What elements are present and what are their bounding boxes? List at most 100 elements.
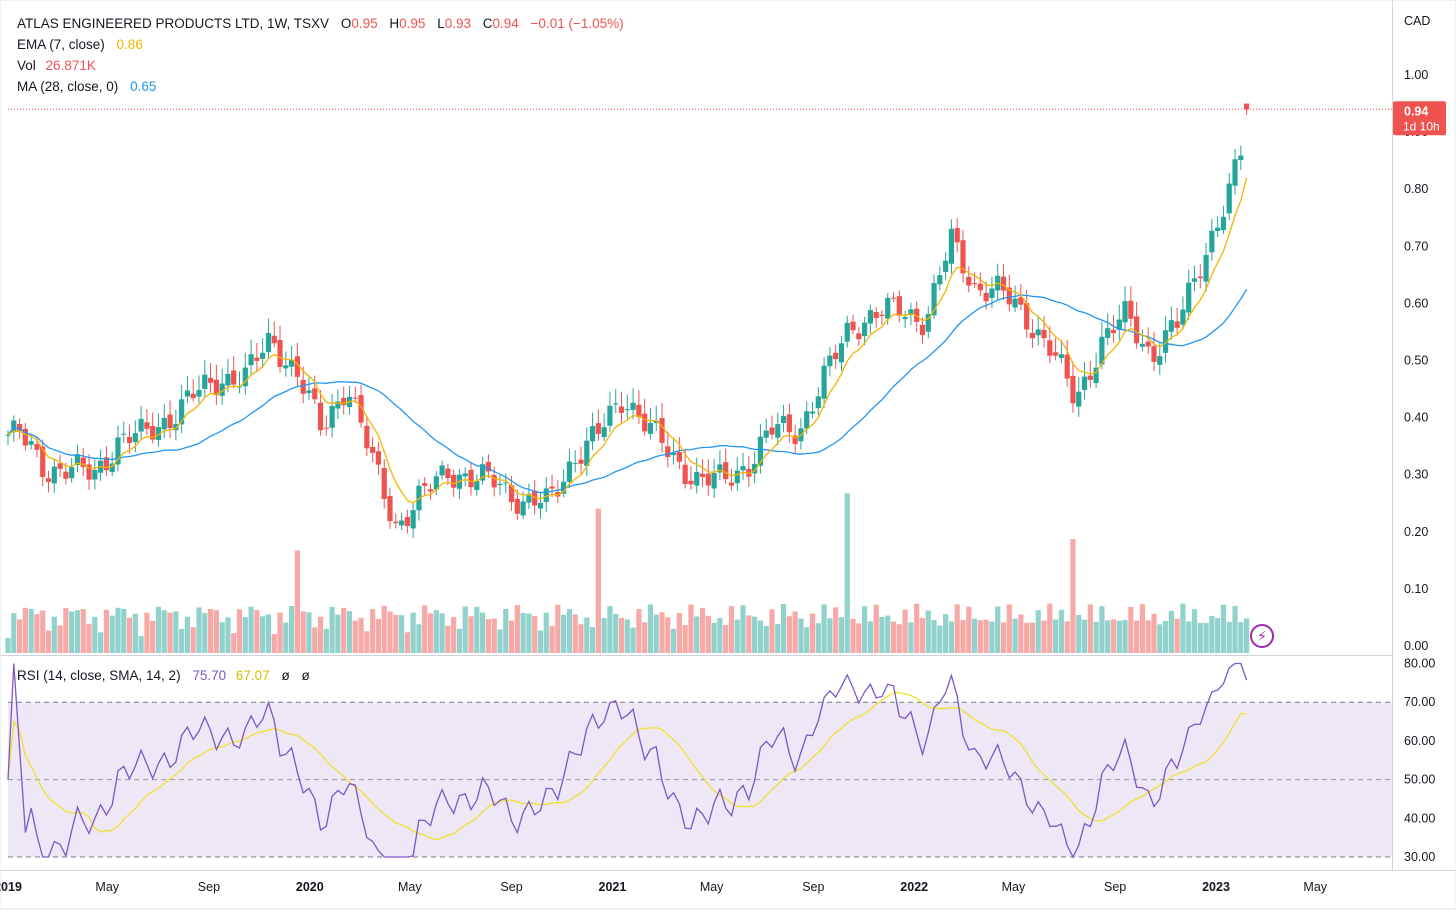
volume-bar bbox=[109, 615, 115, 653]
ema-legend[interactable]: EMA (7, close) 0.86 bbox=[17, 37, 145, 53]
volume-bar bbox=[943, 614, 949, 653]
candle-body bbox=[1064, 354, 1070, 379]
candle-body bbox=[1076, 391, 1082, 407]
time-tick: May bbox=[398, 880, 422, 894]
candle-body bbox=[283, 365, 289, 369]
volume-bar bbox=[798, 618, 804, 653]
candle-body bbox=[827, 355, 833, 367]
candle-body bbox=[439, 465, 445, 476]
volume-bar bbox=[115, 607, 121, 653]
volume-bar bbox=[462, 606, 468, 653]
volume-bar bbox=[335, 614, 341, 653]
volume-bar bbox=[491, 618, 497, 653]
volume-bar bbox=[289, 606, 295, 653]
volume-bar bbox=[850, 618, 856, 653]
volume-bar bbox=[699, 608, 706, 653]
volume-bar bbox=[1099, 606, 1105, 653]
candle-body bbox=[11, 420, 17, 433]
volume-bar bbox=[1174, 618, 1180, 653]
volume-bar bbox=[879, 616, 885, 653]
candle-body bbox=[155, 427, 162, 440]
close-value: 0.94 bbox=[492, 16, 519, 31]
vol-legend[interactable]: Vol 26.871K bbox=[17, 58, 98, 74]
candle-body bbox=[532, 490, 538, 506]
volume-bar bbox=[630, 627, 636, 653]
candle-body bbox=[51, 466, 57, 484]
lightning-icon[interactable]: ⚡ bbox=[1250, 624, 1274, 648]
candle-body bbox=[317, 402, 324, 431]
candle-body bbox=[109, 463, 115, 472]
candle-body bbox=[977, 283, 983, 291]
volume-bar bbox=[1226, 621, 1232, 653]
rsi-value: 75.70 bbox=[192, 668, 227, 683]
high-label: H bbox=[389, 16, 400, 31]
candle-body bbox=[688, 480, 694, 485]
volume-bar bbox=[306, 612, 312, 653]
candle-body bbox=[589, 426, 596, 442]
volume-bar bbox=[595, 508, 601, 653]
candle-body bbox=[427, 489, 434, 492]
volume-bar bbox=[28, 608, 34, 653]
volume-bar bbox=[1128, 606, 1134, 653]
volume-bar bbox=[126, 617, 133, 653]
volume-bar bbox=[80, 609, 86, 653]
volume-bar bbox=[283, 622, 289, 653]
candle-body bbox=[248, 354, 254, 366]
candle-body bbox=[184, 390, 191, 397]
ema-value: 0.86 bbox=[116, 37, 143, 52]
volume-bar bbox=[1041, 620, 1047, 653]
candle-body bbox=[1099, 336, 1105, 365]
volume-bar bbox=[856, 623, 862, 653]
volume-bar bbox=[456, 628, 463, 653]
candle-body bbox=[676, 452, 682, 462]
candle-body bbox=[213, 379, 219, 396]
candle-body bbox=[740, 466, 746, 471]
candle-body bbox=[219, 383, 225, 396]
candle-body bbox=[1226, 183, 1232, 214]
candle-body bbox=[364, 425, 370, 449]
candle-body bbox=[16, 423, 23, 431]
candle-body bbox=[80, 457, 86, 467]
candle-body bbox=[341, 398, 347, 406]
volume-bar bbox=[890, 621, 897, 653]
candle-body bbox=[833, 352, 839, 360]
ma-legend[interactable]: MA (28, close, 0) 0.65 bbox=[17, 79, 158, 95]
vol-value: 26.871K bbox=[45, 58, 96, 73]
volume-bar bbox=[1238, 622, 1244, 653]
candle-body bbox=[5, 434, 11, 436]
price-axis: CAD1.000.900.800.700.600.500.400.300.200… bbox=[1393, 14, 1446, 864]
volume-bar bbox=[1058, 609, 1064, 653]
volume-bar bbox=[804, 627, 810, 653]
last-price-badge bbox=[1393, 101, 1446, 136]
candle-body bbox=[323, 427, 329, 429]
volume-bar bbox=[179, 628, 185, 653]
candle-body bbox=[28, 441, 34, 445]
candle-body bbox=[92, 470, 98, 480]
volume-bar bbox=[555, 604, 561, 653]
time-tick: 2021 bbox=[599, 880, 627, 894]
volume-bar bbox=[578, 624, 584, 653]
volume-bar bbox=[977, 620, 983, 653]
volume-bar bbox=[861, 606, 868, 653]
rsi-legend[interactable]: RSI (14, close, SMA, 14, 2) 75.70 67.07 … bbox=[17, 668, 312, 684]
volume-bar bbox=[1047, 603, 1053, 653]
volume-bar bbox=[1029, 622, 1036, 653]
volume-bar bbox=[1024, 622, 1030, 653]
volume-bar bbox=[317, 616, 324, 653]
ma-value: 0.65 bbox=[130, 79, 157, 94]
candle-body bbox=[196, 390, 202, 397]
volume-bar bbox=[381, 605, 387, 653]
volume-bar bbox=[584, 617, 590, 653]
volume-bar bbox=[387, 611, 393, 653]
volume-bar bbox=[613, 613, 619, 653]
volume-bar bbox=[688, 604, 694, 653]
candle-body bbox=[1243, 103, 1250, 110]
candle-body bbox=[723, 462, 729, 480]
volume-bar bbox=[5, 637, 11, 653]
volume-bar bbox=[1110, 619, 1117, 653]
candle-body bbox=[22, 428, 28, 446]
candle-body bbox=[821, 365, 827, 399]
